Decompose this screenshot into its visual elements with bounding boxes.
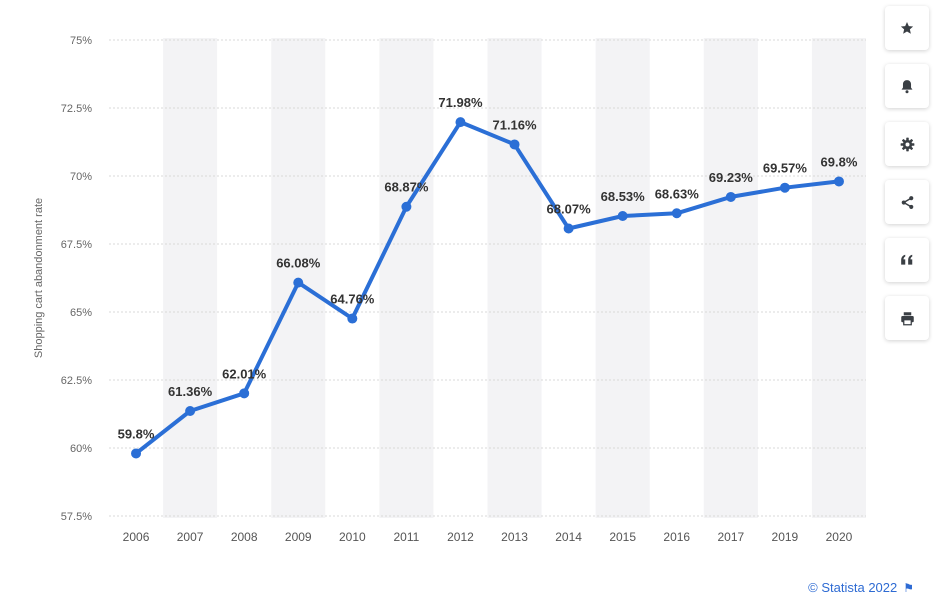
cite-button[interactable] xyxy=(885,238,929,282)
print-button[interactable] xyxy=(885,296,929,340)
data-labels: 59.8% 61.36% 62.01% 66.08% 64.76% 68.87% 71.98… xyxy=(118,95,858,441)
notification-button[interactable] xyxy=(885,64,929,108)
x-tick-label: 2010 xyxy=(339,530,366,544)
data-point[interactable] xyxy=(455,117,466,128)
x-tick-label: 2011 xyxy=(393,530,419,544)
share-button[interactable] xyxy=(885,180,929,224)
y-tick-label: 60% xyxy=(70,443,92,455)
print-icon xyxy=(900,311,914,325)
y-tick-label: 62.5% xyxy=(61,375,92,387)
column-band xyxy=(487,38,542,518)
data-label: 62.01% xyxy=(222,366,267,381)
x-tick-label: 2017 xyxy=(717,530,744,544)
data-label: 64.76% xyxy=(330,292,375,307)
data-point[interactable] xyxy=(293,277,304,288)
y-tick-label: 70% xyxy=(70,171,92,183)
y-axis-title: Shopping cart abandonment rate xyxy=(33,198,45,358)
column-band xyxy=(811,38,866,518)
data-label: 69.8% xyxy=(821,154,858,169)
x-tick-label: 2008 xyxy=(231,530,258,544)
share-icon xyxy=(901,195,913,209)
x-tick-label: 2007 xyxy=(177,530,204,544)
x-tick-label: 2009 xyxy=(285,530,312,544)
gear-icon xyxy=(900,137,914,151)
source-credit[interactable]: © Statista 2022 ⚑ xyxy=(808,580,914,595)
data-point[interactable] xyxy=(239,388,250,399)
star-icon xyxy=(900,22,914,34)
data-point[interactable] xyxy=(833,176,844,187)
series-line xyxy=(134,120,841,456)
column-band xyxy=(379,38,434,518)
data-label: 61.36% xyxy=(168,384,213,399)
credit-text[interactable]: © Statista 2022 xyxy=(808,580,898,595)
x-tick-label: 2020 xyxy=(826,530,853,544)
data-label: 68.63% xyxy=(655,186,700,201)
y-axis-ticks: 57.5% 60% 62.5% 65% 67.5% 70% 72.5% 75% xyxy=(61,35,92,523)
x-tick-label: 2014 xyxy=(555,530,582,544)
bell-icon xyxy=(901,79,913,93)
chart-toolbar xyxy=(885,6,929,354)
data-point[interactable] xyxy=(779,182,790,193)
y-tick-label: 57.5% xyxy=(61,511,92,523)
data-label: 68.87% xyxy=(384,180,429,195)
column-band xyxy=(163,38,218,518)
quote-icon xyxy=(901,254,913,265)
x-tick-label: 2016 xyxy=(663,530,690,544)
chart-area: 57.5% 60% 62.5% 65% 67.5% 70% 72.5% 75% 2006 200… xyxy=(33,35,866,544)
data-point[interactable] xyxy=(563,223,574,234)
column-bands xyxy=(163,38,866,518)
data-points xyxy=(131,117,844,459)
data-label: 66.08% xyxy=(276,256,321,271)
flag-icon[interactable]: ⚑ xyxy=(903,580,914,595)
column-band xyxy=(595,38,650,518)
y-tick-label: 75% xyxy=(70,35,92,47)
data-label: 69.23% xyxy=(709,170,754,185)
settings-button[interactable] xyxy=(885,122,929,166)
data-point[interactable] xyxy=(401,201,412,212)
data-point[interactable] xyxy=(131,448,142,459)
x-axis-ticks: 2006 2007 2008 2009 2010 2011 2012 2013 2014 2015… xyxy=(123,530,853,544)
line-chart: 57.5%60%62.5%65%67.5%70%72.5%75% 2006 200… xyxy=(33,35,866,544)
favorite-button[interactable] xyxy=(885,6,929,50)
y-tick-label: 67.5% xyxy=(61,239,92,251)
x-tick-label: 2012 xyxy=(447,530,474,544)
data-point[interactable] xyxy=(509,139,520,150)
data-point[interactable] xyxy=(617,210,628,221)
data-label: 68.53% xyxy=(601,189,646,204)
data-label: 71.16% xyxy=(492,117,537,132)
data-point[interactable] xyxy=(725,191,736,202)
column-band xyxy=(703,38,758,518)
data-label: 69.57% xyxy=(763,161,808,176)
x-tick-label: 2015 xyxy=(609,530,636,544)
y-tick-label: 65% xyxy=(70,307,92,319)
x-tick-label: 2013 xyxy=(501,530,528,544)
y-tick-label: 72.5% xyxy=(61,103,92,115)
data-point[interactable] xyxy=(185,406,196,417)
data-label: 59.8% xyxy=(118,426,155,441)
data-label: 71.98% xyxy=(438,95,483,110)
data-label: 68.07% xyxy=(547,201,592,216)
x-tick-label: 2019 xyxy=(772,530,799,544)
data-point[interactable] xyxy=(347,313,358,324)
x-tick-label: 2006 xyxy=(123,530,150,544)
data-point[interactable] xyxy=(671,208,682,219)
